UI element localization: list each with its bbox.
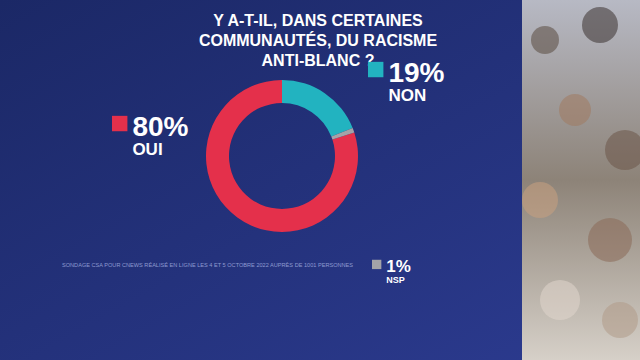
- labels: 80%OUI 19%NON 1%NSP: [112, 57, 445, 285]
- source-note: SONDAGE CSA POUR CNEWS RÉALISÉ EN LIGNE …: [62, 262, 353, 268]
- photo-panel: [522, 0, 640, 360]
- donut: [206, 80, 358, 232]
- slice: [282, 80, 353, 136]
- photo-blob: [540, 280, 580, 320]
- photo-blob: [588, 218, 632, 262]
- photo-blob: [605, 130, 640, 170]
- category-label: NON: [388, 86, 426, 105]
- label-swatch: [368, 62, 383, 77]
- background: [0, 0, 640, 360]
- label-swatch: [372, 260, 381, 269]
- photo-blob: [531, 26, 559, 54]
- photo-blob: [522, 182, 558, 218]
- photo-blob: [582, 7, 618, 43]
- value-label: 19%: [388, 57, 444, 88]
- category-label: NSP: [386, 275, 405, 285]
- slice: [206, 80, 358, 232]
- photo-blob: [559, 94, 591, 126]
- value-label: 80%: [132, 111, 188, 142]
- category-label: OUI: [132, 140, 162, 159]
- label-swatch: [112, 116, 127, 131]
- value-label: 1%: [386, 257, 411, 276]
- photo-background: [522, 0, 640, 360]
- plot: [206, 80, 358, 232]
- photo-blob: [602, 302, 638, 338]
- slice: [331, 128, 354, 140]
